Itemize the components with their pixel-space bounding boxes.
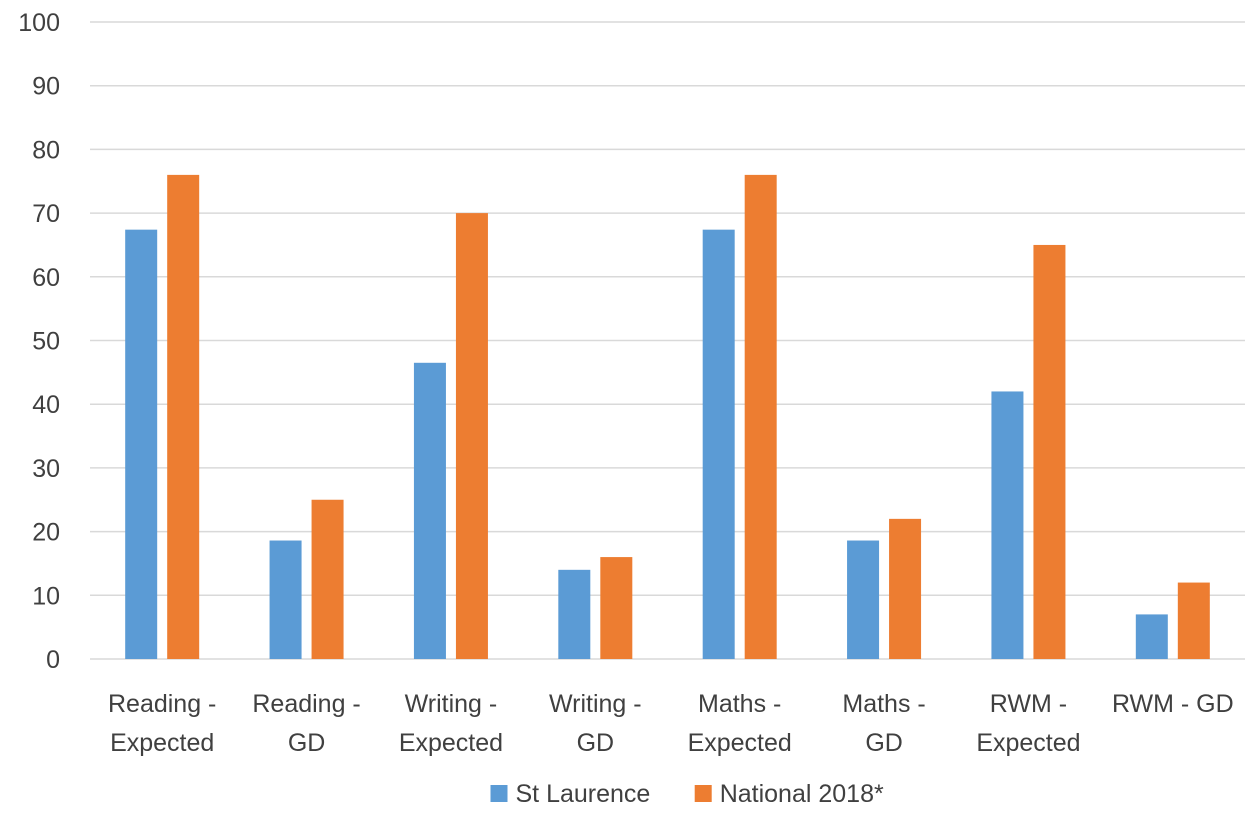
bar-national-2018 bbox=[600, 557, 633, 659]
y-tick-label: 40 bbox=[32, 391, 60, 419]
bar-national-2018 bbox=[455, 213, 488, 659]
bars bbox=[125, 174, 1210, 660]
bar-national-2018 bbox=[889, 518, 922, 659]
y-tick-label: 0 bbox=[46, 646, 60, 674]
x-tick-label: RWM - GD bbox=[1112, 690, 1234, 718]
y-tick-label: 50 bbox=[32, 328, 60, 356]
bar-national-2018 bbox=[167, 174, 200, 659]
legend-label: St Laurence bbox=[516, 780, 651, 808]
x-tick-label: Reading -Expected bbox=[108, 690, 216, 757]
bar-st-laurence bbox=[413, 362, 446, 659]
y-tick-label: 20 bbox=[32, 519, 60, 547]
y-tick-label: 30 bbox=[32, 455, 60, 483]
legend-swatch bbox=[490, 785, 508, 802]
legend-swatch bbox=[694, 785, 712, 802]
legend: St Laurence National 2018* bbox=[490, 780, 884, 808]
bar-national-2018 bbox=[1033, 244, 1066, 659]
y-tick-label: 100 bbox=[18, 9, 60, 37]
bar-st-laurence bbox=[991, 391, 1024, 659]
bar-st-laurence bbox=[125, 229, 158, 660]
y-tick-label: 60 bbox=[32, 264, 60, 292]
x-axis-ticks: Reading -Expected Reading -GD Writing -Exp… bbox=[108, 690, 1234, 757]
x-tick-label: Maths -GD bbox=[842, 690, 925, 757]
bar-national-2018 bbox=[744, 174, 777, 659]
x-tick-label: Reading -GD bbox=[252, 690, 360, 757]
bar-st-laurence bbox=[1135, 614, 1168, 659]
y-tick-label: 70 bbox=[32, 200, 60, 228]
y-tick-label: 10 bbox=[32, 582, 60, 610]
x-tick-label: Maths -Expected bbox=[688, 690, 792, 757]
bar-national-2018 bbox=[1177, 582, 1210, 659]
bar-st-laurence bbox=[269, 540, 302, 659]
bar-st-laurence bbox=[702, 229, 735, 660]
y-axis-ticks: 0 10 20 30 40 50 60 70 80 90 100 bbox=[18, 9, 60, 674]
bar-st-laurence bbox=[847, 540, 880, 659]
x-tick-label: Writing -GD bbox=[549, 690, 642, 757]
bar-national-2018 bbox=[311, 499, 344, 659]
y-tick-label: 80 bbox=[32, 136, 60, 164]
x-tick-label: RWM -Expected bbox=[976, 690, 1080, 757]
legend-label: National 2018* bbox=[720, 780, 884, 808]
gridlines bbox=[90, 21, 1245, 660]
bar-st-laurence bbox=[558, 569, 591, 659]
x-tick-label: Writing -Expected bbox=[399, 690, 503, 757]
y-tick-label: 90 bbox=[32, 73, 60, 101]
